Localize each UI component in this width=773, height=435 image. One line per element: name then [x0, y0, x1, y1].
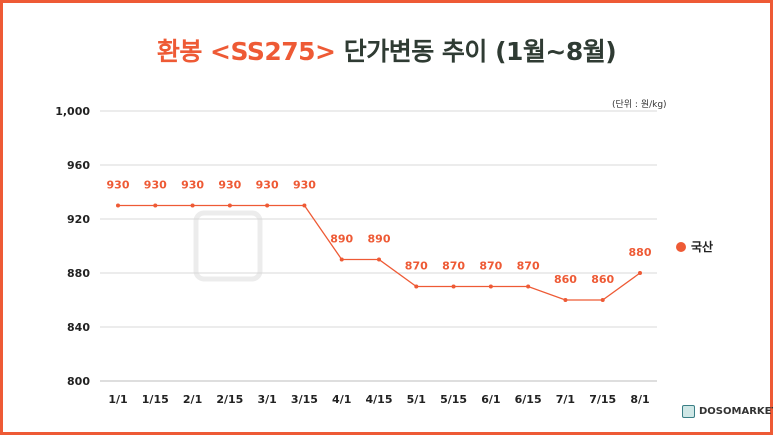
- data-label: 930: [256, 179, 279, 192]
- data-label: 870: [517, 260, 540, 273]
- data-label: 890: [330, 233, 353, 246]
- data-point: [414, 284, 419, 289]
- data-label: 880: [629, 246, 652, 259]
- data-point: [302, 203, 307, 208]
- y-tick-label: 880: [67, 267, 90, 280]
- watermark-icon: [193, 210, 263, 282]
- x-tick-label: 1/1: [108, 393, 127, 406]
- data-point: [451, 284, 456, 289]
- x-tick-label: 1/15: [142, 393, 169, 406]
- y-tick-label: 840: [67, 321, 90, 334]
- data-point: [190, 203, 195, 208]
- data-point: [339, 257, 344, 262]
- data-label: 860: [591, 273, 614, 286]
- x-tick-label: 6/1: [481, 393, 500, 406]
- y-tick-label: 920: [67, 213, 90, 226]
- data-label: 870: [442, 260, 465, 273]
- chart-title: 환봉 <SS275> 단가변동 추이 (1월~8월): [0, 32, 773, 68]
- data-label: 870: [479, 260, 502, 273]
- x-tick-label: 3/1: [257, 393, 276, 406]
- data-label: 930: [181, 179, 204, 192]
- data-label: 930: [218, 179, 241, 192]
- x-tick-label: 5/15: [440, 393, 467, 406]
- y-tick-label: 960: [67, 159, 90, 172]
- legend-marker: [676, 241, 686, 252]
- data-label: 930: [144, 179, 167, 192]
- data-point: [377, 257, 381, 262]
- x-tick-label: 3/15: [291, 393, 318, 406]
- x-tick-label: 4/1: [332, 393, 351, 406]
- x-tick-label: 5/1: [407, 393, 426, 406]
- data-point: [488, 284, 493, 289]
- x-tick-label: 6/15: [515, 393, 542, 406]
- data-point: [153, 203, 158, 208]
- y-tick-label: 800: [67, 375, 90, 388]
- data-label: 930: [293, 179, 316, 192]
- unit-label: (단위 : 원/kg): [612, 100, 667, 110]
- data-point: [265, 203, 270, 208]
- y-tick-label: 1,000: [55, 105, 90, 118]
- x-tick-label: 2/15: [216, 393, 243, 406]
- x-tick-label: 7/15: [589, 393, 616, 406]
- data-label: 890: [368, 233, 391, 246]
- legend-label: 국산: [691, 240, 714, 254]
- data-point: [563, 298, 568, 302]
- data-point: [526, 284, 531, 289]
- title-rest: 단가변동 추이 (1월~8월): [335, 37, 617, 66]
- logo-icon: [682, 405, 695, 418]
- x-tick-label: 8/1: [630, 393, 649, 406]
- x-tick-label: 2/1: [183, 393, 202, 406]
- logo: DOSOMARKET: [682, 405, 773, 418]
- data-point: [638, 271, 642, 275]
- data-point: [116, 203, 120, 208]
- logo-text: DOSOMARKET: [699, 406, 773, 417]
- data-label: 870: [405, 260, 428, 273]
- data-label: 930: [107, 179, 130, 192]
- legend: 국산: [676, 238, 713, 255]
- data-label: 860: [554, 273, 577, 286]
- data-point: [227, 203, 232, 208]
- data-point: [600, 298, 605, 302]
- x-tick-label: 7/1: [556, 393, 575, 406]
- title-highlight: 환봉 <SS275>: [156, 37, 336, 66]
- x-tick-label: 4/15: [366, 393, 393, 406]
